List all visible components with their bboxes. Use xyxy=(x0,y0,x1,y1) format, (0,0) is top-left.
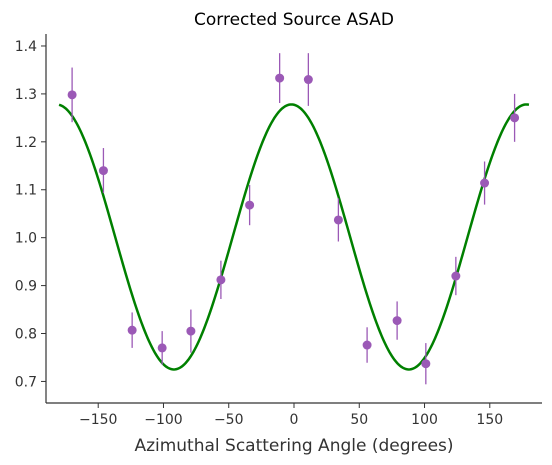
data-point xyxy=(510,113,520,123)
data-point xyxy=(98,166,108,176)
y-tick-label: 1.3 xyxy=(15,87,37,103)
data-point xyxy=(186,326,196,336)
chart-title: Corrected Source ASAD xyxy=(194,10,394,30)
y-tick-label: 0.7 xyxy=(15,374,37,390)
x-tick-label: 100 xyxy=(411,412,438,428)
data-point xyxy=(157,343,167,353)
y-tick-label: 1.2 xyxy=(15,135,37,151)
x-tick-label: 0 xyxy=(290,412,299,428)
y-tick-label: 0.9 xyxy=(15,279,37,295)
data-point xyxy=(245,200,255,210)
data-point xyxy=(421,359,431,369)
data-point xyxy=(127,325,137,335)
data-point xyxy=(480,178,490,188)
y-tick-label: 1.4 xyxy=(15,39,37,55)
y-tick-label: 0.8 xyxy=(15,327,37,343)
x-axis-label: Azimuthal Scattering Angle (degrees) xyxy=(134,436,453,456)
data-point xyxy=(275,73,285,83)
x-tick-label: −50 xyxy=(214,412,244,428)
y-axis-ticks: 0.7 0.8 0.9 1.0 1.1 1.2 1.3 1.4 xyxy=(15,39,46,390)
x-tick-label: −100 xyxy=(144,412,182,428)
data-point xyxy=(392,316,402,326)
plot-area xyxy=(58,53,530,385)
data-point xyxy=(451,271,461,281)
x-tick-label: 50 xyxy=(350,412,368,428)
y-tick-label: 1.0 xyxy=(15,231,37,247)
data-point xyxy=(303,75,313,85)
x-tick-label: −150 xyxy=(79,412,117,428)
fit-curve-line xyxy=(58,103,530,371)
x-tick-label: 150 xyxy=(476,412,503,428)
data-point xyxy=(67,90,77,100)
data-point xyxy=(216,275,226,285)
y-tick-label: 1.1 xyxy=(15,183,37,199)
data-point xyxy=(362,340,372,350)
data-point xyxy=(333,215,343,225)
x-axis-ticks: −150 −100 −50 0 50 100 150 xyxy=(79,403,503,428)
